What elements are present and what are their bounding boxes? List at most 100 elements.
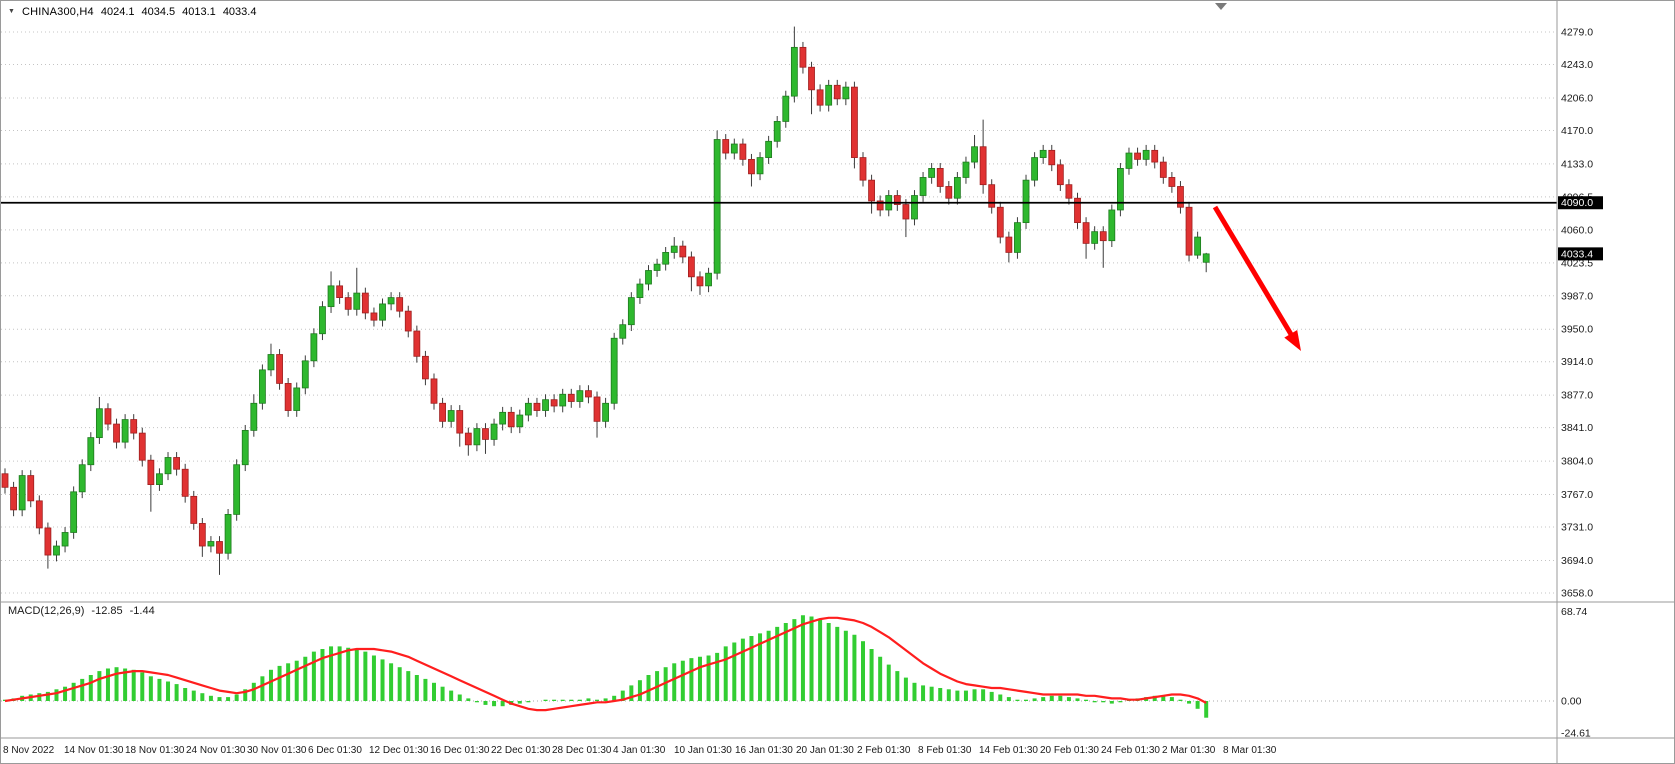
- candle-body: [456, 410, 464, 434]
- candle-body: [1168, 177, 1176, 187]
- price-tick-label: 3658.0: [1561, 588, 1593, 600]
- candle-body: [1091, 231, 1099, 244]
- candle-body: [1202, 253, 1210, 263]
- time-tick-label: 8 Nov 2022: [3, 745, 55, 756]
- candle-body: [207, 541, 215, 547]
- candle-body: [773, 121, 781, 142]
- candle-body: [95, 408, 103, 439]
- candle-body: [1194, 236, 1202, 256]
- candle-body: [567, 393, 575, 402]
- time-tick-label: 14 Feb 01:30: [979, 745, 1038, 756]
- time-tick-label: 4 Jan 01:30: [613, 745, 666, 756]
- candle-body: [1125, 152, 1133, 169]
- candle-body: [250, 402, 258, 431]
- macd-indicator-label: MACD(12,26,9) -12.85 -1.44: [8, 605, 155, 617]
- candle-body: [284, 383, 292, 411]
- candle-body: [1, 473, 9, 488]
- price-tick-label: 4206.0: [1561, 92, 1593, 104]
- candle-body: [859, 157, 867, 181]
- ohlc-close-value: 4033.4: [222, 6, 257, 18]
- macd-scale-label: 68.74: [1561, 606, 1587, 618]
- trend-arrow-line[interactable]: [1212, 205, 1296, 341]
- candle-body: [430, 378, 438, 404]
- candle-body: [138, 432, 146, 461]
- scroll-position-marker-icon: [1215, 3, 1227, 10]
- candle-body: [301, 360, 309, 389]
- price-tick-label: 3804.0: [1561, 456, 1593, 468]
- candle-body: [911, 195, 918, 220]
- candle-body: [748, 158, 755, 175]
- time-tick-label: 20 Feb 01:30: [1040, 745, 1099, 756]
- price-tick-label: 4243.0: [1561, 59, 1593, 71]
- candle-body: [173, 457, 181, 470]
- candle-body: [842, 86, 850, 100]
- trend-arrow-head[interactable]: [1284, 329, 1301, 351]
- candle-body: [730, 143, 738, 154]
- time-tick-label: 20 Jan 01:30: [796, 745, 854, 756]
- candle-body: [816, 89, 824, 106]
- candle-body: [379, 303, 386, 321]
- candle-body: [971, 146, 978, 163]
- candle-body: [113, 423, 120, 443]
- candle-body: [713, 139, 721, 274]
- symbol-ohlc-label: ▼ CHINA300,H4 4024.1 4034.5 4013.1 4033.…: [8, 6, 256, 18]
- candle-body: [962, 161, 970, 178]
- candle-body: [61, 532, 69, 547]
- candle-body: [1151, 149, 1159, 163]
- candle-body: [267, 354, 275, 371]
- candle-body: [979, 146, 987, 186]
- macd-main-value: -12.85: [91, 605, 123, 617]
- candle-body: [893, 195, 901, 205]
- candle-body: [1134, 152, 1141, 160]
- candle-body: [550, 399, 558, 407]
- candle-body: [627, 297, 635, 326]
- candle-body: [653, 263, 661, 271]
- candle-body: [542, 399, 549, 411]
- candle-body: [645, 270, 652, 285]
- candle-body: [868, 179, 875, 202]
- price-tick-label: 4170.0: [1561, 125, 1593, 137]
- candle-body: [490, 423, 498, 440]
- candle-body: [216, 541, 223, 554]
- time-tick-label: 22 Dec 01:30: [491, 745, 551, 756]
- candle-body: [70, 491, 78, 533]
- candle-body: [190, 495, 198, 524]
- candle-body: [156, 473, 163, 485]
- symbol-dropdown-icon[interactable]: ▼: [8, 7, 15, 15]
- price-tick-label: 3731.0: [1561, 522, 1593, 534]
- candle-body: [782, 95, 790, 122]
- candle-body: [344, 297, 352, 310]
- candle-body: [670, 245, 678, 253]
- candle-body: [293, 387, 301, 411]
- candle-body: [679, 245, 687, 258]
- candle-body: [276, 354, 283, 384]
- candle-body: [953, 177, 961, 199]
- candle-body: [258, 369, 266, 404]
- candle-body: [1185, 206, 1193, 256]
- candle-body: [705, 272, 712, 287]
- price-tick-label: 3877.0: [1561, 390, 1593, 402]
- time-tick-label: 16 Dec 01:30: [430, 745, 490, 756]
- candle-body: [104, 408, 112, 425]
- candle-body: [1014, 222, 1021, 253]
- time-tick-label: 8 Feb 01:30: [918, 745, 972, 756]
- time-tick-label: 12 Dec 01:30: [369, 745, 429, 756]
- candle-body: [233, 464, 241, 515]
- candle-body: [353, 292, 361, 310]
- candle-body: [799, 46, 807, 68]
- candle-body: [988, 184, 996, 208]
- candle-body: [576, 390, 584, 402]
- candle-body: [310, 333, 318, 362]
- candle-body: [936, 168, 944, 187]
- candle-body: [808, 66, 815, 91]
- candle-body: [602, 402, 609, 422]
- candle-body: [1065, 184, 1073, 199]
- candle-body: [404, 310, 412, 332]
- price-tick-label: 3767.0: [1561, 489, 1593, 501]
- price-tick-label: 4060.0: [1561, 224, 1593, 236]
- candle-body: [361, 292, 369, 314]
- candle-body: [87, 437, 95, 466]
- candle-body: [1074, 197, 1081, 224]
